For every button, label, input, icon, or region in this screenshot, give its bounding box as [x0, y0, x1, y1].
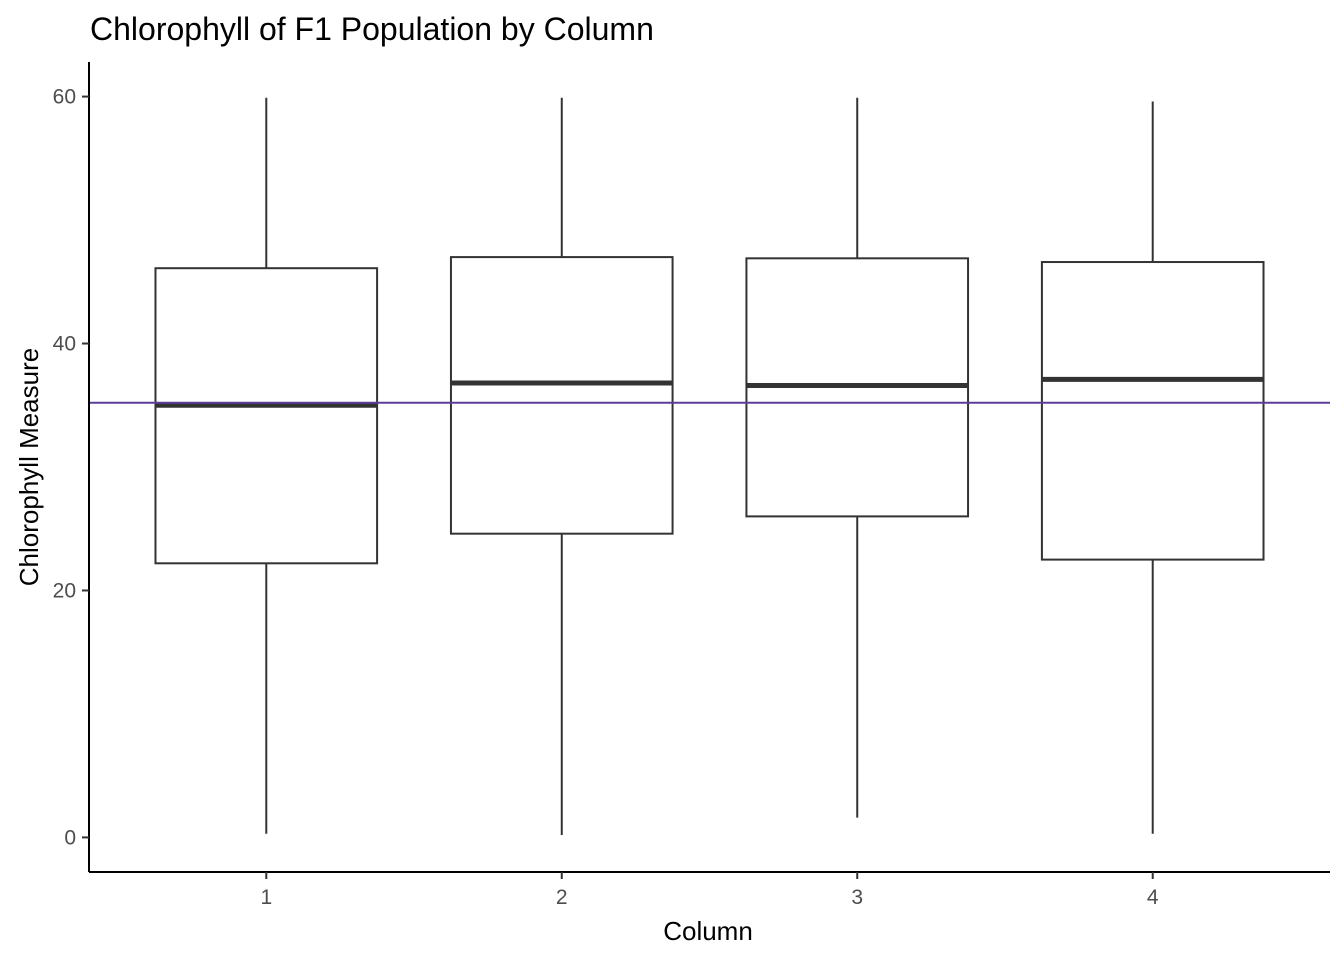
- box-group-3: [745, 97, 970, 818]
- plot-area: [89, 97, 1330, 835]
- x-tick-label: 4: [1147, 886, 1159, 909]
- axis-ticks: 0 20 40 60 1 2 3 4: [53, 86, 1159, 909]
- y-tick-label: 0: [64, 826, 76, 849]
- y-axis-title: Chlorophyll Measure: [14, 348, 44, 586]
- chart-title: Chlorophyll of F1 Population by Column: [90, 11, 654, 47]
- x-axis-title: Column: [663, 916, 753, 946]
- box-group-2: [449, 97, 674, 835]
- y-tick-label: 40: [53, 333, 76, 356]
- x-tick-label: 3: [851, 886, 863, 909]
- box-iqr: [1040, 261, 1265, 561]
- box-iqr: [154, 267, 379, 565]
- box-iqr: [449, 256, 674, 535]
- x-tick-label: 2: [556, 886, 568, 909]
- box-group-4: [1040, 101, 1265, 834]
- box-group-1: [154, 97, 379, 834]
- y-tick-label: 60: [53, 86, 76, 109]
- y-tick-label: 20: [53, 579, 76, 602]
- x-tick-label: 1: [260, 886, 272, 909]
